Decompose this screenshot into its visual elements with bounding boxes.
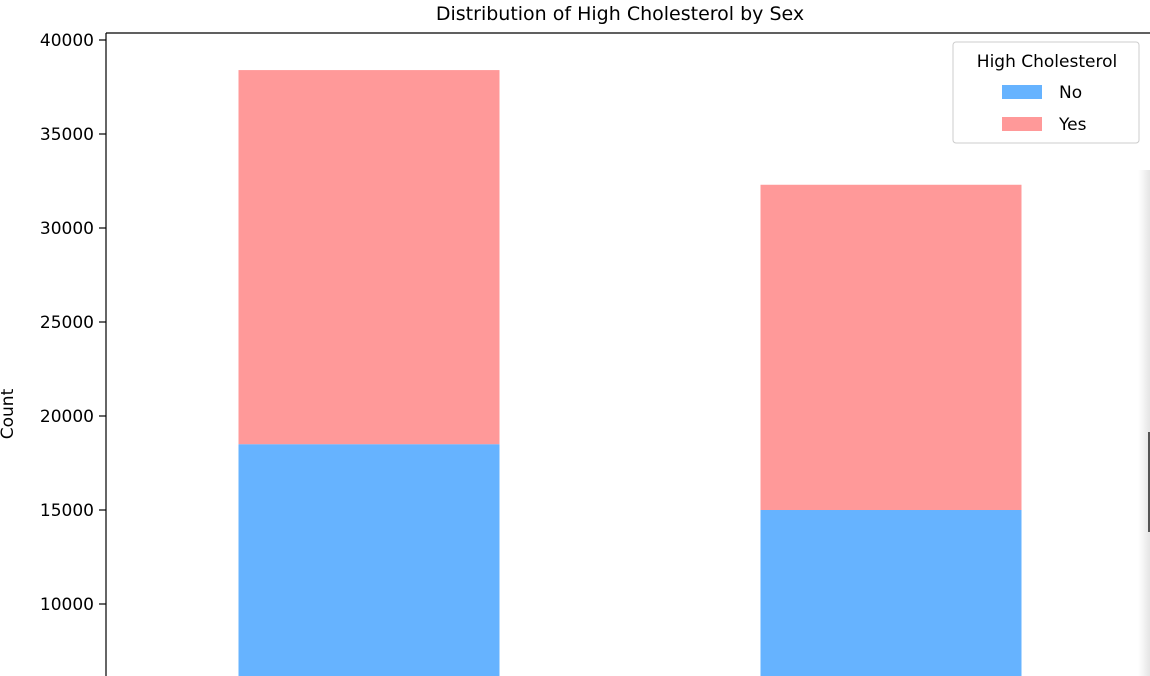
legend-swatch-yes bbox=[1002, 117, 1042, 131]
y-tick-label: 30000 bbox=[40, 219, 94, 239]
y-tick-label: 20000 bbox=[40, 407, 94, 427]
legend-title: High Cholesterol bbox=[977, 52, 1117, 72]
y-tick-label: 10000 bbox=[40, 595, 94, 615]
y-axis: 10000 15000 20000 25000 30000 35000 40000 bbox=[40, 31, 1150, 676]
legend: High Cholesterol No Yes bbox=[952, 41, 1140, 144]
bar-yes-2 bbox=[760, 184, 1022, 510]
legend-entries: No Yes bbox=[1002, 83, 1087, 135]
window-edge-handle bbox=[1148, 432, 1150, 532]
legend-label-yes: Yes bbox=[1058, 115, 1087, 135]
chart-title: Distribution of High Cholesterol by Sex bbox=[436, 3, 804, 25]
y-axis-label: Count bbox=[0, 388, 18, 439]
bar-no-1 bbox=[238, 444, 500, 676]
bars-layer bbox=[238, 70, 1022, 676]
y-tick-label: 40000 bbox=[40, 31, 94, 51]
bar-no-2 bbox=[760, 510, 1022, 676]
window-edge-shadow bbox=[1138, 170, 1150, 676]
legend-swatch-no bbox=[1002, 85, 1042, 99]
y-tick-label: 35000 bbox=[40, 125, 94, 145]
y-tick-label: 25000 bbox=[40, 313, 94, 333]
bar-yes-1 bbox=[238, 70, 500, 445]
y-tick-label: 15000 bbox=[40, 501, 94, 521]
legend-label-no: No bbox=[1059, 83, 1082, 103]
legend-frame bbox=[952, 41, 1140, 144]
